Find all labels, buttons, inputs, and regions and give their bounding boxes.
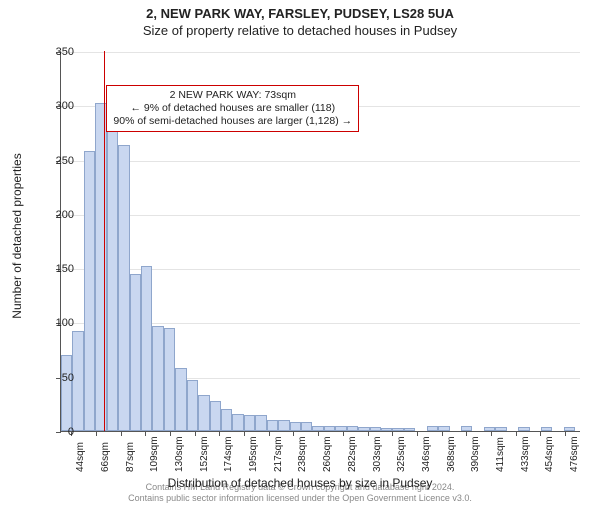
histogram-bar [187, 380, 198, 431]
histogram-bar [164, 328, 175, 431]
ytick-label: 0 [44, 426, 74, 438]
histogram-bar [404, 428, 415, 431]
histogram-bar [152, 326, 163, 431]
histogram-bar [370, 427, 381, 431]
xtick-label: 44sqm [75, 442, 86, 472]
xtick-label: 454sqm [544, 436, 555, 472]
xtick-label: 195sqm [248, 436, 259, 472]
ytick-label: 200 [44, 209, 74, 221]
histogram-bar [392, 428, 403, 431]
histogram-bar [347, 426, 358, 431]
annotation-line: 90% of semi-detached houses are larger (… [113, 115, 352, 128]
histogram-bar [72, 331, 83, 431]
gridline [61, 269, 580, 270]
xtick-label: 325sqm [396, 436, 407, 472]
xtick-label: 368sqm [446, 436, 457, 472]
histogram-bar [381, 428, 392, 431]
xtick-label: 411sqm [495, 437, 506, 472]
histogram-bar [84, 151, 95, 431]
histogram-bar [541, 427, 552, 431]
marker-line [104, 51, 105, 431]
histogram-bar [221, 409, 232, 431]
y-axis-label: Number of detached properties [10, 153, 24, 318]
histogram-bar [141, 266, 152, 431]
xtick-label: 476sqm [569, 436, 580, 472]
ytick-label: 100 [44, 317, 74, 329]
xtick-label: 433sqm [520, 436, 531, 472]
xtick-label: 152sqm [199, 436, 210, 472]
gridline [61, 215, 580, 216]
histogram-bar [324, 426, 335, 431]
ytick-label: 350 [44, 46, 74, 58]
histogram-bar [61, 355, 72, 431]
histogram-bar [198, 395, 209, 431]
footer-line2: Contains public sector information licen… [0, 493, 600, 504]
histogram-bar [175, 368, 186, 431]
histogram-bar [255, 415, 266, 431]
histogram-bar [518, 427, 529, 431]
histogram-bar [290, 422, 301, 431]
annotation-box: 2 NEW PARK WAY: 73sqm← 9% of detached ho… [106, 85, 359, 132]
xtick-label: 282sqm [347, 436, 358, 472]
xtick-label: 346sqm [421, 436, 432, 472]
histogram-bar [427, 426, 438, 431]
histogram-bar [438, 426, 449, 431]
gridline [61, 161, 580, 162]
histogram-bar [232, 414, 243, 431]
ytick-label: 150 [44, 263, 74, 275]
ytick-label: 300 [44, 100, 74, 112]
histogram-bar [335, 426, 346, 431]
xtick-label: 390sqm [470, 436, 481, 472]
xtick-label: 66sqm [100, 442, 111, 472]
page-subtitle: Size of property relative to detached ho… [0, 23, 600, 38]
annotation-line: 2 NEW PARK WAY: 73sqm [113, 89, 352, 102]
ytick-label: 250 [44, 155, 74, 167]
plot-region: 2 NEW PARK WAY: 73sqm← 9% of detached ho… [60, 52, 580, 432]
page-title: 2, NEW PARK WAY, FARSLEY, PUDSEY, LS28 5… [0, 6, 600, 21]
histogram-bar [267, 420, 278, 431]
xtick-label: 217sqm [273, 436, 284, 472]
histogram-bar [244, 415, 255, 431]
xtick-label: 303sqm [372, 436, 383, 472]
xtick-label: 174sqm [223, 436, 234, 472]
histogram-bar [130, 274, 141, 431]
xtick-label: 109sqm [149, 436, 160, 472]
histogram-bar [278, 420, 289, 431]
histogram-bar [107, 116, 118, 431]
xtick-label: 260sqm [322, 436, 333, 472]
annotation-line: ← 9% of detached houses are smaller (118… [113, 102, 352, 115]
histogram-bar [210, 401, 221, 431]
ytick-label: 50 [44, 372, 74, 384]
histogram-bar [301, 422, 312, 431]
gridline [61, 52, 580, 53]
x-axis-label: Distribution of detached houses by size … [0, 476, 600, 490]
histogram-bar [118, 145, 129, 431]
xtick-label: 130sqm [174, 436, 185, 472]
xtick-label: 238sqm [297, 436, 308, 472]
histogram-bar [484, 427, 495, 431]
histogram-bar [495, 427, 506, 431]
xtick-label: 87sqm [125, 442, 136, 472]
chart-area: 2 NEW PARK WAY: 73sqm← 9% of detached ho… [60, 52, 580, 432]
